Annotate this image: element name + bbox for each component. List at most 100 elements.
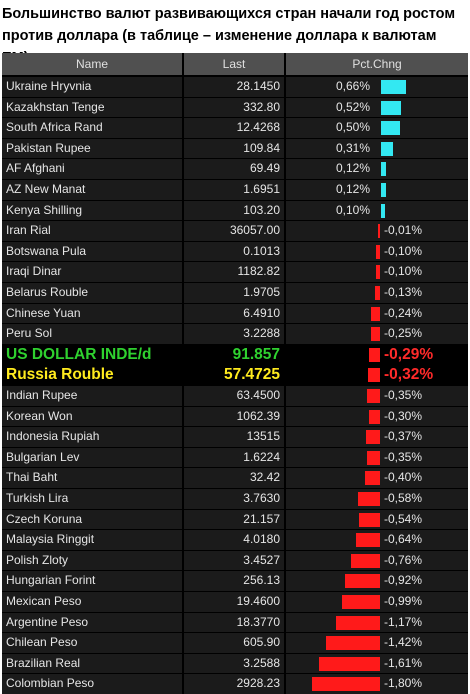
last-cell: 91.857 — [184, 344, 284, 365]
table-row[interactable]: Chinese Yuan 6.4910 -0,24% — [2, 303, 468, 324]
table-row[interactable]: AF Afghani 69.49 0,12% — [2, 159, 468, 179]
currency-name: Hungarian Forint — [6, 573, 96, 588]
table-row[interactable]: Belarus Rouble 1.9705 -0,13% — [2, 283, 468, 303]
pct-change-cell: -0,01% — [286, 221, 468, 241]
table-row[interactable]: Brazilian Real 3.2588 -1,61% — [2, 653, 468, 674]
negative-change-bar — [366, 450, 380, 465]
last-cell: 69.49 — [184, 159, 284, 179]
table-row[interactable]: US DOLLAR INDE/d 91.857 -0,29% — [2, 344, 468, 365]
pct-change-label: -1,61% — [384, 655, 423, 670]
last-cell: 4.0180 — [184, 530, 284, 550]
pct-change-label: -0,76% — [384, 552, 423, 567]
pct-change-cell: -0,58% — [286, 489, 468, 509]
last-cell: 605.90 — [184, 633, 284, 653]
table-row[interactable]: Thai Baht 32.42 -0,40% — [2, 468, 468, 488]
last-value: 13515 — [246, 429, 280, 444]
name-cell: Korean Won — [2, 406, 182, 427]
pct-change-label: 0,10% — [336, 202, 371, 217]
negative-change-bar — [367, 368, 380, 383]
name-cell: Pakistan Rupee — [2, 138, 182, 159]
last-value: 1.9705 — [243, 285, 280, 299]
name-cell: Kazakhstan Tenge — [2, 97, 182, 118]
currency-name: Pakistan Rupee — [6, 140, 91, 155]
pct-change-cell: -1,17% — [286, 612, 468, 633]
column-header-pct-change[interactable]: Pct.Chng — [352, 57, 402, 71]
table-row[interactable]: Polish Zloty 3.4527 -0,76% — [2, 550, 468, 571]
currency-name: Korean Won — [6, 408, 73, 423]
last-value: 36057.00 — [229, 223, 280, 238]
table-row[interactable]: Mexican Peso 19.4600 -0,99% — [2, 592, 468, 612]
negative-change-bar — [370, 306, 380, 321]
table-row[interactable]: Bulgarian Lev 1.6224 -0,35% — [2, 447, 468, 468]
table-row[interactable]: Botswana Pula 0.1013 -0,10% — [2, 241, 468, 262]
headline: Большинство валют развивающихся стран на… — [2, 6, 456, 66]
table-row[interactable]: Chilean Peso 605.90 -1,42% — [2, 633, 468, 653]
last-value: 32.42 — [249, 470, 280, 485]
table-row[interactable]: Pakistan Rupee 109.84 0,31% — [2, 138, 468, 159]
table-row[interactable]: South Africa Rand 12.4268 0,50% — [2, 118, 468, 138]
pct-change-cell: -0,24% — [286, 303, 468, 324]
name-cell: Indonesia Rupiah — [2, 427, 182, 447]
name-cell: Bulgarian Lev — [2, 447, 182, 468]
last-cell: 12.4268 — [184, 118, 284, 138]
pct-change-label: -0,40% — [384, 470, 423, 485]
pct-change-label: -0,10% — [384, 243, 423, 258]
currency-name: Turkish Lira — [6, 491, 69, 505]
pct-change-label: -0,35% — [384, 449, 423, 464]
pct-change-cell: -0,76% — [286, 550, 468, 571]
pct-change-cell: -1,80% — [286, 674, 468, 694]
column-header-name[interactable]: Name — [75, 57, 108, 71]
positive-change-bar — [381, 80, 407, 94]
last-cell: 6.4910 — [184, 303, 284, 324]
last-cell: 3.7630 — [184, 489, 284, 509]
table-row[interactable]: Iran Rial 36057.00 -0,01% — [2, 221, 468, 241]
positive-change-bar — [381, 100, 401, 115]
last-cell: 13515 — [184, 427, 284, 447]
currency-name: Argentine Peso — [6, 614, 89, 629]
table-row[interactable]: Colombian Peso 2928.23 -1,80% — [2, 674, 468, 694]
negative-change-bar — [357, 492, 380, 506]
table-row[interactable]: AZ New Manat 1.6951 0,12% — [2, 180, 468, 200]
table-row[interactable]: Indian Rupee 63.4500 -0,35% — [2, 386, 468, 406]
column-divider — [284, 53, 286, 75]
table-row[interactable]: Kazakhstan Tenge 332.80 0,52% — [2, 97, 468, 118]
currency-name: Peru Sol — [6, 326, 53, 341]
table-row[interactable]: Hungarian Forint 256.13 -0,92% — [2, 571, 468, 591]
last-value: 3.2288 — [243, 326, 280, 341]
table-row[interactable]: Kenya Shilling 103.20 0,10% — [2, 200, 468, 221]
table-row[interactable]: Czech Koruna 21.157 -0,54% — [2, 509, 468, 530]
last-value: 63.4500 — [236, 388, 280, 402]
pct-change-label: -1,42% — [384, 635, 423, 650]
pct-change-label: -0,37% — [384, 429, 423, 444]
last-value: 0.1013 — [243, 243, 280, 258]
pct-change-label: 0,12% — [336, 161, 371, 176]
table-row[interactable]: Ukraine Hryvnia 28.1450 0,66% — [2, 77, 468, 97]
pct-change-cell: -0,35% — [286, 447, 468, 468]
negative-change-bar — [370, 327, 380, 342]
last-value: 3.2588 — [243, 655, 280, 670]
currency-table: Name Last Pct.Chng Ukraine Hryvnia 28.145… — [2, 53, 468, 694]
currency-name: Malaysia Ringgit — [6, 532, 95, 547]
table-row[interactable]: Malaysia Ringgit 4.0180 -0,64% — [2, 530, 468, 550]
last-cell: 21.157 — [184, 509, 284, 530]
last-cell: 1.6951 — [184, 180, 284, 200]
table-row[interactable]: Turkish Lira 3.7630 -0,58% — [2, 489, 468, 509]
last-cell: 1.9705 — [184, 283, 284, 303]
last-cell: 109.84 — [184, 138, 284, 159]
last-value: 1.6224 — [243, 449, 280, 464]
last-cell: 32.42 — [184, 468, 284, 488]
last-cell: 3.4527 — [184, 550, 284, 571]
last-value: 1062.39 — [236, 408, 280, 423]
table-row[interactable]: Russia Rouble 57.4725 -0,32% — [2, 365, 468, 385]
last-cell: 18.3770 — [184, 612, 284, 633]
table-row[interactable]: Iraqi Dinar 1182.82 -0,10% — [2, 262, 468, 282]
name-cell: Indian Rupee — [2, 386, 182, 406]
positive-change-bar — [381, 203, 385, 218]
last-cell: 103.20 — [184, 200, 284, 221]
column-header-last[interactable]: Last — [222, 57, 246, 71]
table-row[interactable]: Argentine Peso 18.3770 -1,17% — [2, 612, 468, 633]
table-row[interactable]: Indonesia Rupiah 13515 -0,37% — [2, 427, 468, 447]
table-row[interactable]: Korean Won 1062.39 -0,30% — [2, 406, 468, 427]
pct-change-label: 0,52% — [336, 99, 371, 114]
table-row[interactable]: Peru Sol 3.2288 -0,25% — [2, 324, 468, 344]
